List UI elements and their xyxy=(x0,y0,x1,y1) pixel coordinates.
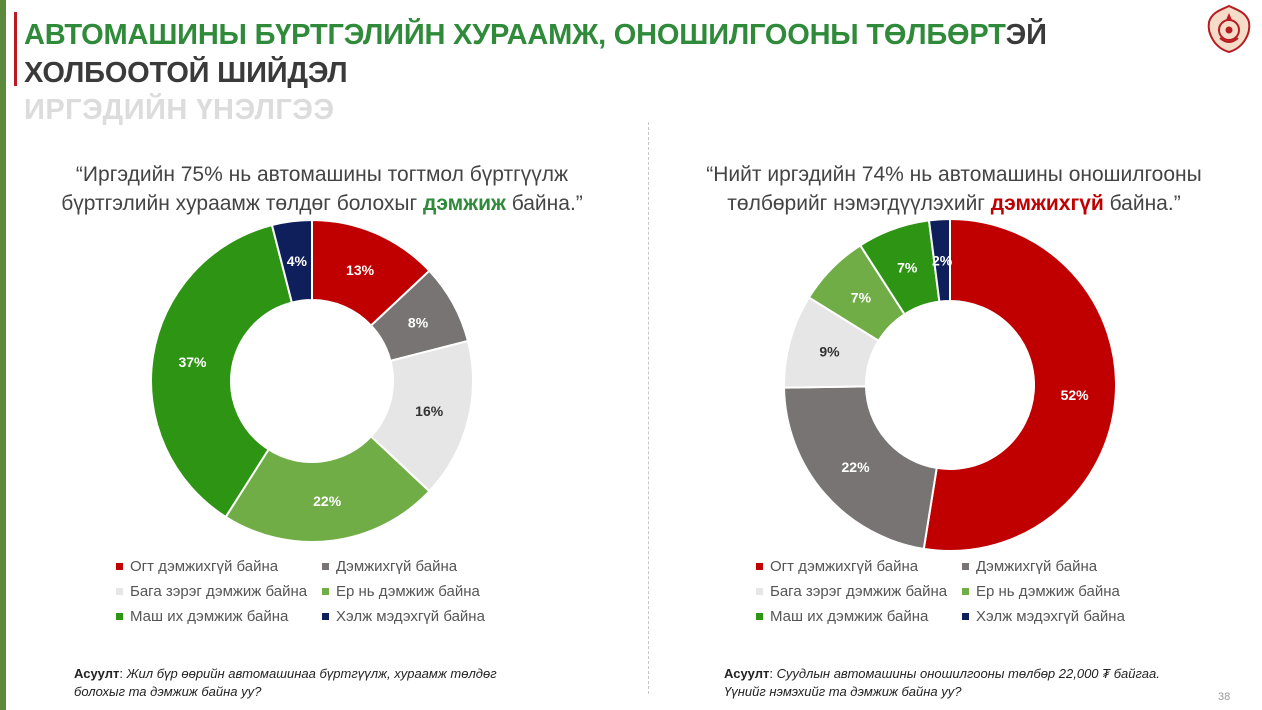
question-label-right: Асуулт xyxy=(724,666,770,681)
right-quote-line2: төлбөрийг нэмэгдүүлэхийг xyxy=(727,192,991,215)
legend-swatch xyxy=(322,562,329,570)
donut-slice-left-3 xyxy=(369,339,474,493)
legend-swatch xyxy=(756,587,763,595)
title-line1-dark: ЭЙ xyxy=(1005,19,1047,51)
legend-swatch xyxy=(116,587,123,595)
donut-slice-right-2 xyxy=(783,385,938,551)
legend-item-right-2: Дэмжихгүй байна xyxy=(962,557,1168,575)
legend-swatch xyxy=(322,612,329,620)
legend-swatch xyxy=(756,612,763,620)
legend-swatch xyxy=(962,562,969,570)
right-quote: “Нийт иргэдийн 74% нь автомашины оношилг… xyxy=(644,160,1262,218)
slide-subtitle: ИРГЭДИЙН ҮНЭЛГЭЭ xyxy=(24,94,335,126)
title-line2: ХОЛБООТОЙ ШИЙДЭЛ xyxy=(24,57,348,89)
legend-label: Бага зэрэг дэмжиж байна xyxy=(130,582,308,600)
legend-swatch xyxy=(756,562,763,570)
title-accent-bar xyxy=(14,12,17,86)
question-text-left: Жил бүр өөрийн автомашинаа бүртгүүлж, ху… xyxy=(74,666,497,699)
legend-label: Хэлж мэдэхгүй байна xyxy=(976,607,1125,625)
left-quote-highlight: дэмжиж xyxy=(423,192,506,215)
page-number: 38 xyxy=(1218,691,1231,703)
slice-label-right-6: 2% xyxy=(932,252,953,268)
left-quote: “Иргэдийн 75% нь автомашины тогтмол бүрт… xyxy=(12,160,632,218)
legend-swatch xyxy=(962,587,969,595)
legend-label: Огт дэмжихгүй байна xyxy=(770,557,919,575)
legend-label: Дэмжихгүй байна xyxy=(976,557,1098,575)
legend-label: Бага зэрэг дэмжиж байна xyxy=(770,582,948,600)
slice-label-left-5: 37% xyxy=(178,354,207,370)
legend-item-left-5: Маш их дэмжиж байна xyxy=(116,607,322,625)
legend-item-right-1: Огт дэмжихгүй байна xyxy=(756,557,962,575)
legend-label: Хэлж мэдэхгүй байна xyxy=(336,607,485,625)
question-sep-left: : xyxy=(119,666,127,681)
slide-title: АВТОМАШИНЫ БҮРТГЭЛИЙН ХУРААМЖ, ОНОШИЛГОО… xyxy=(24,16,1204,92)
left-quote-line1: “Иргэдийн 75% нь автомашины тогтмол бүрт… xyxy=(75,163,569,186)
right-quote-highlight: дэмжихгүй xyxy=(990,192,1104,215)
slice-label-right-3: 9% xyxy=(819,344,840,360)
legend-item-right-3: Бага зэрэг дэмжиж байна xyxy=(756,582,962,600)
donut-slice-right-6 xyxy=(927,217,951,303)
legend-swatch xyxy=(962,612,969,620)
legend-label: Дэмжихгүй байна xyxy=(336,557,458,575)
question-note-left: Асуулт: Жил бүр өөрийн автомашинаа бүртг… xyxy=(74,665,524,701)
emblem-logo xyxy=(1207,4,1251,54)
right-quote-line1: “Нийт иргэдийн 74% нь автомашины оношилг… xyxy=(706,163,1202,186)
question-note-right: Асуулт: Суудлын автомашины оношилгооны т… xyxy=(724,665,1184,701)
donut-slice-right-1 xyxy=(922,217,1117,552)
slice-label-right-1: 52% xyxy=(1061,387,1090,403)
right-quote-end: байна.” xyxy=(1103,192,1181,215)
question-label-left: Асуулт xyxy=(74,666,120,681)
legend-item-right-5: Маш их дэмжиж байна xyxy=(756,607,962,625)
slice-label-left-3: 16% xyxy=(415,403,444,419)
legend-swatch xyxy=(116,612,123,620)
title-line1-green: АВТОМАШИНЫ БҮРТГЭЛИЙН ХУРААМЖ, ОНОШИЛГОО… xyxy=(24,19,1006,51)
donut-slice-left-5 xyxy=(150,223,294,519)
donut-slice-left-6 xyxy=(270,218,313,304)
slice-label-left-4: 22% xyxy=(313,493,342,509)
left-quote-end: байна.” xyxy=(505,192,583,215)
slice-label-right-4: 7% xyxy=(851,289,872,305)
legend-item-right-4: Ер нь дэмжиж байна xyxy=(962,582,1168,600)
legend-item-left-1: Огт дэмжихгүй байна xyxy=(116,557,322,575)
slice-label-right-2: 22% xyxy=(842,459,871,475)
donut-slice-left-4 xyxy=(224,435,431,543)
slice-label-left-6: 4% xyxy=(287,253,308,269)
legend-item-left-6: Хэлж мэдэхгүй байна xyxy=(322,607,528,625)
legend-item-left-2: Дэмжихгүй байна xyxy=(322,557,528,575)
legend-label: Ер нь дэмжиж байна xyxy=(336,582,480,600)
legend-label: Огт дэмжихгүй байна xyxy=(130,557,279,575)
legend-label: Маш их дэмжиж байна xyxy=(130,607,289,625)
slice-label-left-1: 13% xyxy=(346,262,375,278)
donut-chart-right: 52% 22% 9% 7% 7% 2% xyxy=(783,217,1117,552)
legend-left: Огт дэмжихгүй байна Дэмжихгүй байна Бага з… xyxy=(116,557,528,625)
legend-item-right-6: Хэлж мэдэхгүй байна xyxy=(962,607,1168,625)
legend-item-left-4: Ер нь дэмжиж байна xyxy=(322,582,528,600)
legend-item-left-3: Бага зэрэг дэмжиж байна xyxy=(116,582,322,600)
legend-swatch xyxy=(322,587,329,595)
left-quote-line2: бүртгэлийн хураамж төлдөг болохыг xyxy=(61,192,423,215)
legend-right: Огт дэмжихгүй байна Дэмжихгүй байна Бага з… xyxy=(756,557,1168,625)
left-accent-bar xyxy=(0,0,6,710)
slice-label-right-5: 7% xyxy=(897,260,918,276)
slice-label-left-2: 8% xyxy=(408,315,429,331)
panel-divider xyxy=(648,122,649,694)
legend-label: Ер нь дэмжиж байна xyxy=(976,582,1120,600)
legend-swatch xyxy=(116,562,123,570)
question-sep-right: : xyxy=(769,666,777,681)
legend-label: Маш их дэмжиж байна xyxy=(770,607,929,625)
donut-chart-left: 13% 8% 16% 22% 37% 4% xyxy=(150,218,474,543)
question-text-right: Суудлын автомашины оношилгооны төлбөр 22… xyxy=(724,666,1160,699)
